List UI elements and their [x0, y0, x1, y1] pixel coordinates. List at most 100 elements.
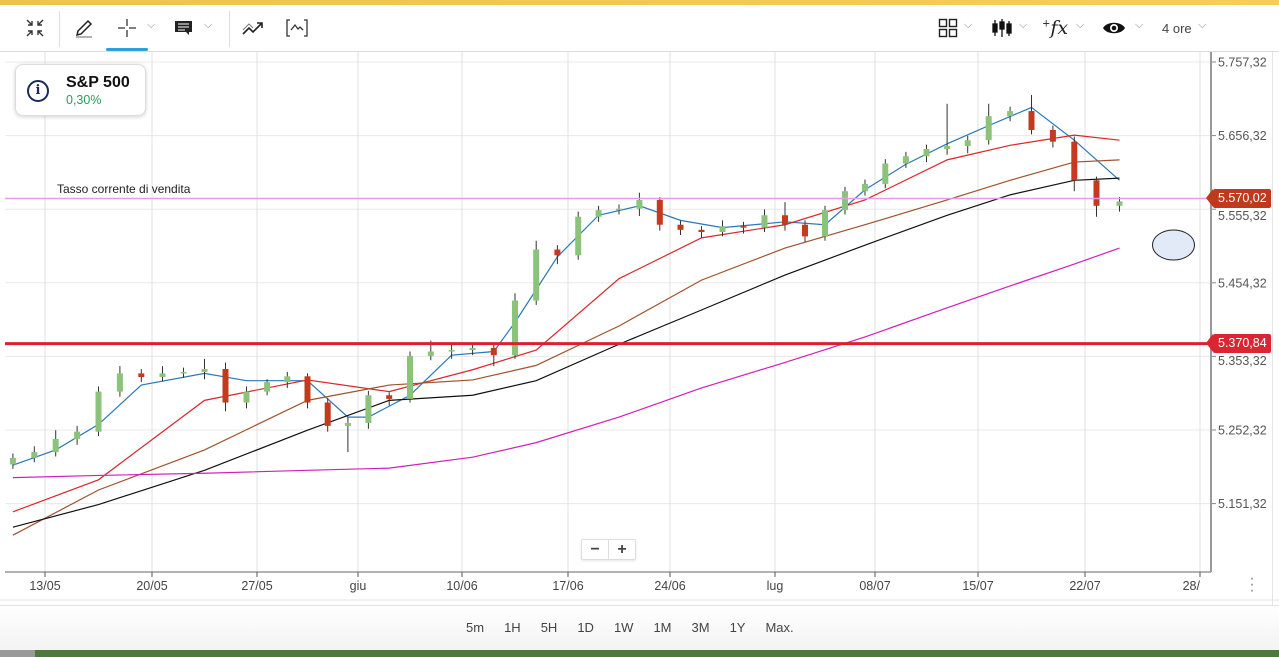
ellipse-annotation	[1152, 229, 1195, 261]
visibility-chevron-down-icon[interactable]: ⌵	[1135, 19, 1144, 31]
candle-body	[1007, 111, 1014, 117]
period-1h[interactable]: 1H	[504, 620, 521, 635]
x-tick-label: 27/05	[241, 579, 272, 593]
chart-type-button[interactable]	[989, 13, 1015, 43]
period-1y[interactable]: 1Y	[729, 620, 746, 635]
indicators-button[interactable]	[284, 13, 310, 43]
period-1m[interactable]: 1M	[653, 620, 672, 635]
level-price-tag[interactable]: 5.370,84	[1206, 334, 1271, 353]
trend-button[interactable]	[240, 13, 266, 43]
period-5m[interactable]: 5m	[466, 620, 485, 635]
draw-button[interactable]	[70, 13, 98, 43]
candle-body	[116, 373, 123, 392]
sell-rate-label: Tasso corrente di vendita	[57, 182, 191, 196]
collapse-icon	[26, 19, 44, 37]
candle-body	[448, 350, 455, 352]
layout-button[interactable]	[935, 13, 961, 43]
x-tick-label: 20/05	[136, 579, 167, 593]
y-tick-label: 5.252,32	[1218, 424, 1267, 438]
candle-body	[386, 395, 393, 399]
candle-body	[324, 402, 331, 426]
zoom-out-button[interactable]: −	[582, 540, 609, 559]
period-1w[interactable]: 1W	[613, 620, 634, 635]
candle-body	[964, 140, 971, 147]
candlestick-icon	[992, 19, 1012, 37]
candle-body	[862, 183, 868, 192]
candle-body	[95, 391, 102, 432]
period-3m[interactable]: 3M	[691, 620, 710, 635]
y-tick-label: 5.757,32	[1218, 56, 1267, 70]
function-chevron-down-icon[interactable]: ⌵	[1076, 19, 1085, 31]
plot-area	[5, 95, 1211, 536]
candle-body	[902, 156, 909, 164]
moving-average-line-2	[12, 134, 1120, 513]
comment-button[interactable]	[172, 13, 196, 43]
candle-body	[159, 373, 166, 378]
comment-chevron-down-icon[interactable]: ⌵	[204, 19, 213, 31]
function-fx-icon: +fx	[1041, 17, 1069, 39]
candle-body	[802, 224, 808, 237]
candle-body	[1116, 201, 1123, 206]
x-tick-label: 13/05	[29, 579, 60, 593]
candle-body	[575, 216, 582, 256]
price-chart[interactable]: 5.757,32 5.656,32 5.555,32 5.454,32 5.353,32…	[0, 0, 1279, 605]
y-tick-label: 5.353,32	[1218, 354, 1267, 368]
zoom-in-button[interactable]: +	[617, 541, 627, 558]
instrument-change: 0,30%	[66, 93, 102, 107]
crosshair-button[interactable]	[114, 13, 140, 43]
candle-body	[138, 373, 145, 378]
candle-body	[222, 369, 229, 403]
x-tick-label: 08/07	[859, 579, 890, 593]
x-tick-label: 17/06	[552, 579, 583, 593]
timeframe-select[interactable]: 4 ore	[1162, 21, 1192, 36]
function-button[interactable]: +fx	[1042, 13, 1068, 43]
y-tick-label: 5.151,32	[1218, 497, 1267, 511]
collapse-button[interactable]	[20, 13, 50, 43]
timeframe-chevron-down-icon[interactable]: ⌵	[1198, 19, 1207, 31]
candle-body	[698, 229, 705, 233]
chart-toolbar: ⌵ ⌵ ⌵ ⌵ +fx ⌵ ⌵ 4 ore ⌵	[0, 5, 1279, 52]
candle-body	[740, 226, 747, 228]
candle-body	[1049, 130, 1056, 142]
candle-body	[264, 382, 271, 392]
instrument-info-card[interactable]: i S&P 500 0,30%	[15, 64, 146, 116]
x-tick-label: 10/06	[446, 579, 477, 593]
candle-body	[1028, 111, 1035, 131]
visibility-button[interactable]	[1101, 13, 1127, 43]
candle-body	[201, 369, 208, 372]
candle-body	[407, 355, 413, 399]
x-tick-label: 28/	[1183, 579, 1201, 593]
candle-body	[344, 422, 351, 426]
crosshair-chevron-down-icon[interactable]: ⌵	[147, 19, 156, 31]
fx-label: fx	[1050, 17, 1069, 39]
info-icon[interactable]: i	[27, 80, 49, 102]
more-options-icon[interactable]: · · ·	[1249, 570, 1255, 599]
candle-body	[512, 300, 518, 356]
crosshair-icon	[118, 19, 136, 37]
candle-body	[656, 199, 663, 225]
pencil-icon	[75, 19, 93, 38]
period-5h[interactable]: 5H	[540, 620, 558, 635]
current-price-tag: 5.570,02	[1206, 189, 1271, 208]
zoom-control: − +	[581, 539, 636, 560]
candle-body	[1071, 141, 1078, 181]
candle-body	[490, 347, 497, 356]
candle-body	[427, 351, 434, 356]
candle-body	[595, 210, 602, 217]
candle-body	[677, 224, 684, 230]
eye-icon	[1103, 22, 1125, 34]
period-1d[interactable]: 1D	[577, 620, 594, 635]
chart-type-chevron-down-icon[interactable]: ⌵	[1019, 19, 1028, 31]
x-tick-label: lug	[767, 579, 784, 593]
instrument-name: S&P 500	[66, 74, 130, 91]
toolbar-divider	[229, 11, 230, 47]
candle-body	[985, 116, 992, 141]
period-max[interactable]: Max.	[765, 620, 794, 635]
moving-average-line-5	[12, 247, 1120, 479]
x-tick-label: giu	[350, 579, 367, 593]
candle-body	[719, 226, 726, 233]
candle-body	[944, 146, 951, 149]
window-edge	[0, 650, 1279, 657]
layout-chevron-down-icon[interactable]: ⌵	[964, 19, 973, 31]
period-bar: 5m 1H 5H 1D 1W 1M 3M 1Y Max.	[0, 605, 1279, 650]
